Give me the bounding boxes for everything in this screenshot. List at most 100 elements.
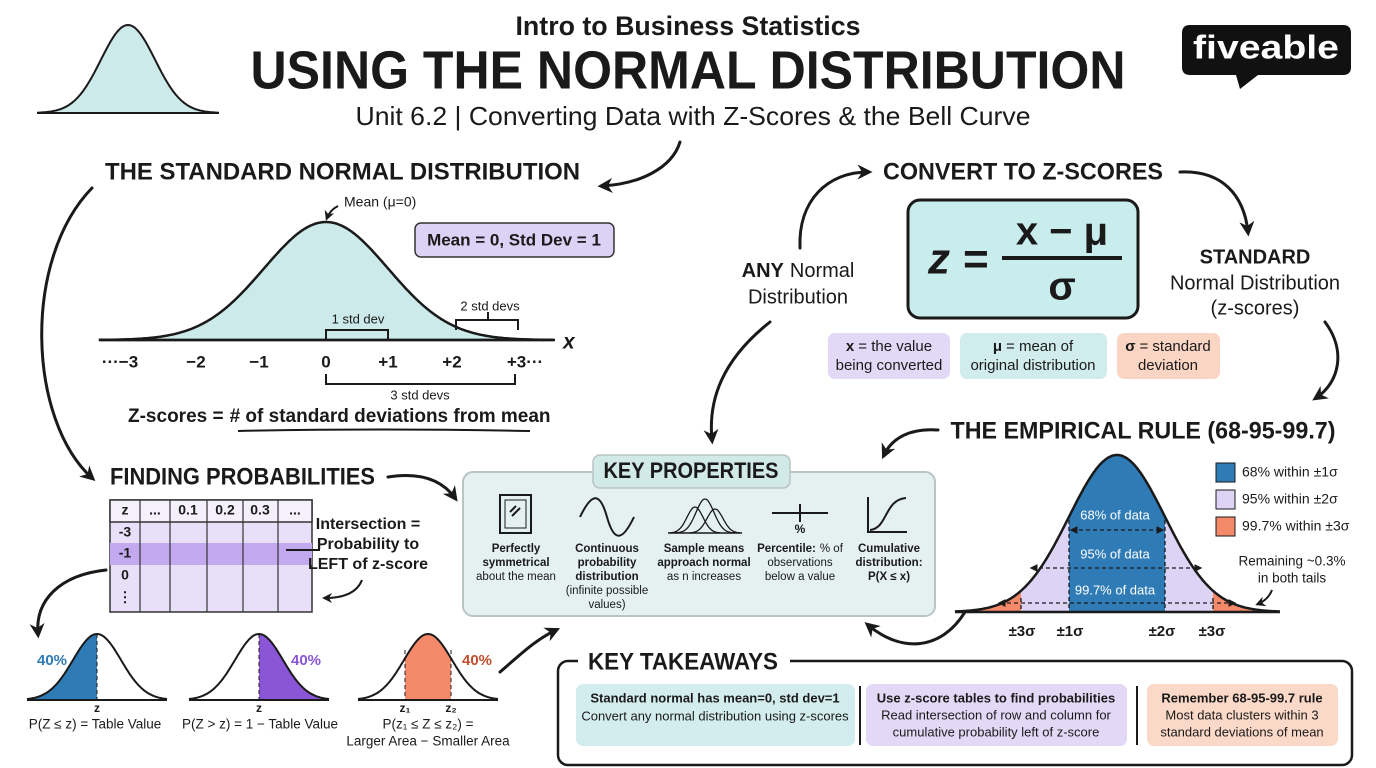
icon-sampling (674, 498, 736, 534)
target-bold: STANDARD (1200, 246, 1311, 268)
curve-caption: Larger Area − Smaller Area (346, 734, 510, 749)
title: USING THE NORMAL DISTRIBUTION (251, 40, 1126, 100)
logo-badge (1182, 25, 1351, 89)
row-label: -3 (119, 524, 132, 540)
axis-label: +3··· (507, 352, 543, 371)
note-line: Probability to (317, 536, 419, 553)
section-heading: THE STANDARD NORMAL DISTRIBUTION (105, 158, 580, 185)
axis-label: +1 (378, 352, 397, 371)
span-label: 3 std devs (390, 387, 450, 402)
empirical-section: THE EMPIRICAL RULE (68-95-99.7) 68% of d… (951, 417, 1350, 640)
item-title: probability (578, 557, 637, 569)
table-header: 0.3 (250, 502, 270, 518)
z-label: z (94, 701, 100, 715)
header: Intro to Business Statistics USING THE N… (37, 11, 1351, 131)
mean-pointer (324, 205, 339, 221)
arrow (597, 140, 682, 193)
section-heading: KEY PROPERTIES (604, 458, 779, 483)
curve-caption: P(Z ≤ z) = Table Value (29, 717, 162, 732)
section-heading: THE EMPIRICAL RULE (68-95-99.7) (951, 417, 1336, 444)
card-title: Use z-score tables to find probabilities (877, 690, 1115, 705)
note-line: LEFT of z-score (308, 556, 428, 573)
span-bracket (325, 374, 516, 385)
formula-lhs: z = (927, 235, 988, 284)
table-text: z ... 0.1 0.2 0.3 ... -3 -1 0 ⋮ (118, 502, 301, 605)
table-header-bg (109, 499, 313, 523)
item-desc: % of (820, 543, 844, 555)
flow-arrows (29, 140, 1340, 674)
icon-cdf (867, 497, 907, 533)
chip (1117, 333, 1220, 379)
card (1147, 684, 1338, 746)
chip-text: = standard (1139, 338, 1210, 355)
arrow (40, 186, 96, 482)
mean-label: Mean (μ=0) (344, 194, 416, 210)
chip-line: being converted (836, 357, 943, 374)
heading-bg (578, 648, 790, 678)
convert-section: CONVERT TO Z-SCORES ANY Normal Distributi… (742, 158, 1340, 379)
icon-sampling (669, 506, 721, 534)
caption-underline (237, 428, 531, 432)
icon-mirror (499, 494, 532, 534)
item-line: Percentile: % of (757, 543, 844, 555)
item-desc: (infinite possible (566, 585, 648, 597)
arrow (798, 164, 873, 250)
axis-labels: ···−3 −2 −1 0 +1 +2 +3··· (102, 352, 543, 371)
row-label: 0 (121, 567, 129, 583)
icon-percent: % (795, 522, 806, 536)
arrow (1178, 170, 1255, 237)
caption-lead: Z-scores = (128, 406, 224, 427)
source-label: ANY Normal (742, 260, 855, 282)
chip-line: original distribution (970, 357, 1095, 374)
item-title: symmetrical (482, 557, 549, 569)
table-header: 0.1 (178, 502, 198, 518)
arrow (498, 627, 561, 674)
target-line: (z-scores) (1211, 297, 1300, 319)
item-title: Sample means (664, 543, 745, 555)
icon-cdf (869, 497, 907, 531)
item-title: P(X ≤ x) (868, 571, 910, 583)
chip-line: σ = standard (1125, 338, 1211, 355)
table-header: z (122, 502, 129, 518)
card-line: Read intersection of row and column for (881, 707, 1111, 722)
table-grid (139, 500, 279, 612)
table-header: ... (149, 502, 161, 518)
logo: fiveable (1193, 29, 1339, 66)
chip-text: = the value (858, 338, 932, 355)
legend-label: 68% within ±1σ (1242, 464, 1338, 480)
subtitle: Unit 6.2 | Converting Data with Z-Scores… (356, 101, 1031, 131)
chip-line: μ = mean of (993, 338, 1074, 355)
icon-sampling (689, 508, 741, 534)
section-heading: CONVERT TO Z-SCORES (883, 158, 1163, 185)
icon-mirror (509, 505, 521, 517)
table-header: 0.2 (215, 502, 235, 518)
percent-label: 40% (462, 652, 492, 669)
badge-text: Mean = 0, Std Dev = 1 (427, 230, 601, 249)
key-takeaways: KEY TAKEAWAYS Standard normal has mean=0… (556, 648, 1354, 767)
chip-line: x = the value (846, 338, 932, 355)
finding-section: FINDING PROBABILITIES z ... 0.1 0.2 0.3 … (26, 463, 510, 749)
item-title: Percentile: (757, 543, 816, 555)
card-line: Most data clusters within 3 (1165, 707, 1318, 722)
arrow (864, 610, 967, 646)
card (576, 684, 855, 746)
source-bold: ANY (742, 260, 785, 282)
z-label: z₂ (445, 701, 456, 715)
tail-pointer (1255, 589, 1273, 607)
tail-note: in both tails (1258, 571, 1327, 586)
heading-tag (592, 454, 791, 489)
z-label: z (256, 701, 262, 715)
item-desc: below a value (765, 571, 835, 583)
span-bracket (325, 329, 389, 340)
card (866, 684, 1127, 746)
arrow (703, 320, 772, 445)
region-dividers (997, 520, 1237, 612)
chip-symbol: σ (1125, 338, 1135, 355)
axis-label: ···−3 (102, 352, 138, 371)
source-line: Distribution (748, 286, 848, 308)
item-desc: observations (767, 557, 832, 569)
sigma-label: ±3σ (1009, 623, 1036, 640)
course: Intro to Business Statistics (516, 11, 861, 41)
table-header: ... (289, 502, 301, 518)
